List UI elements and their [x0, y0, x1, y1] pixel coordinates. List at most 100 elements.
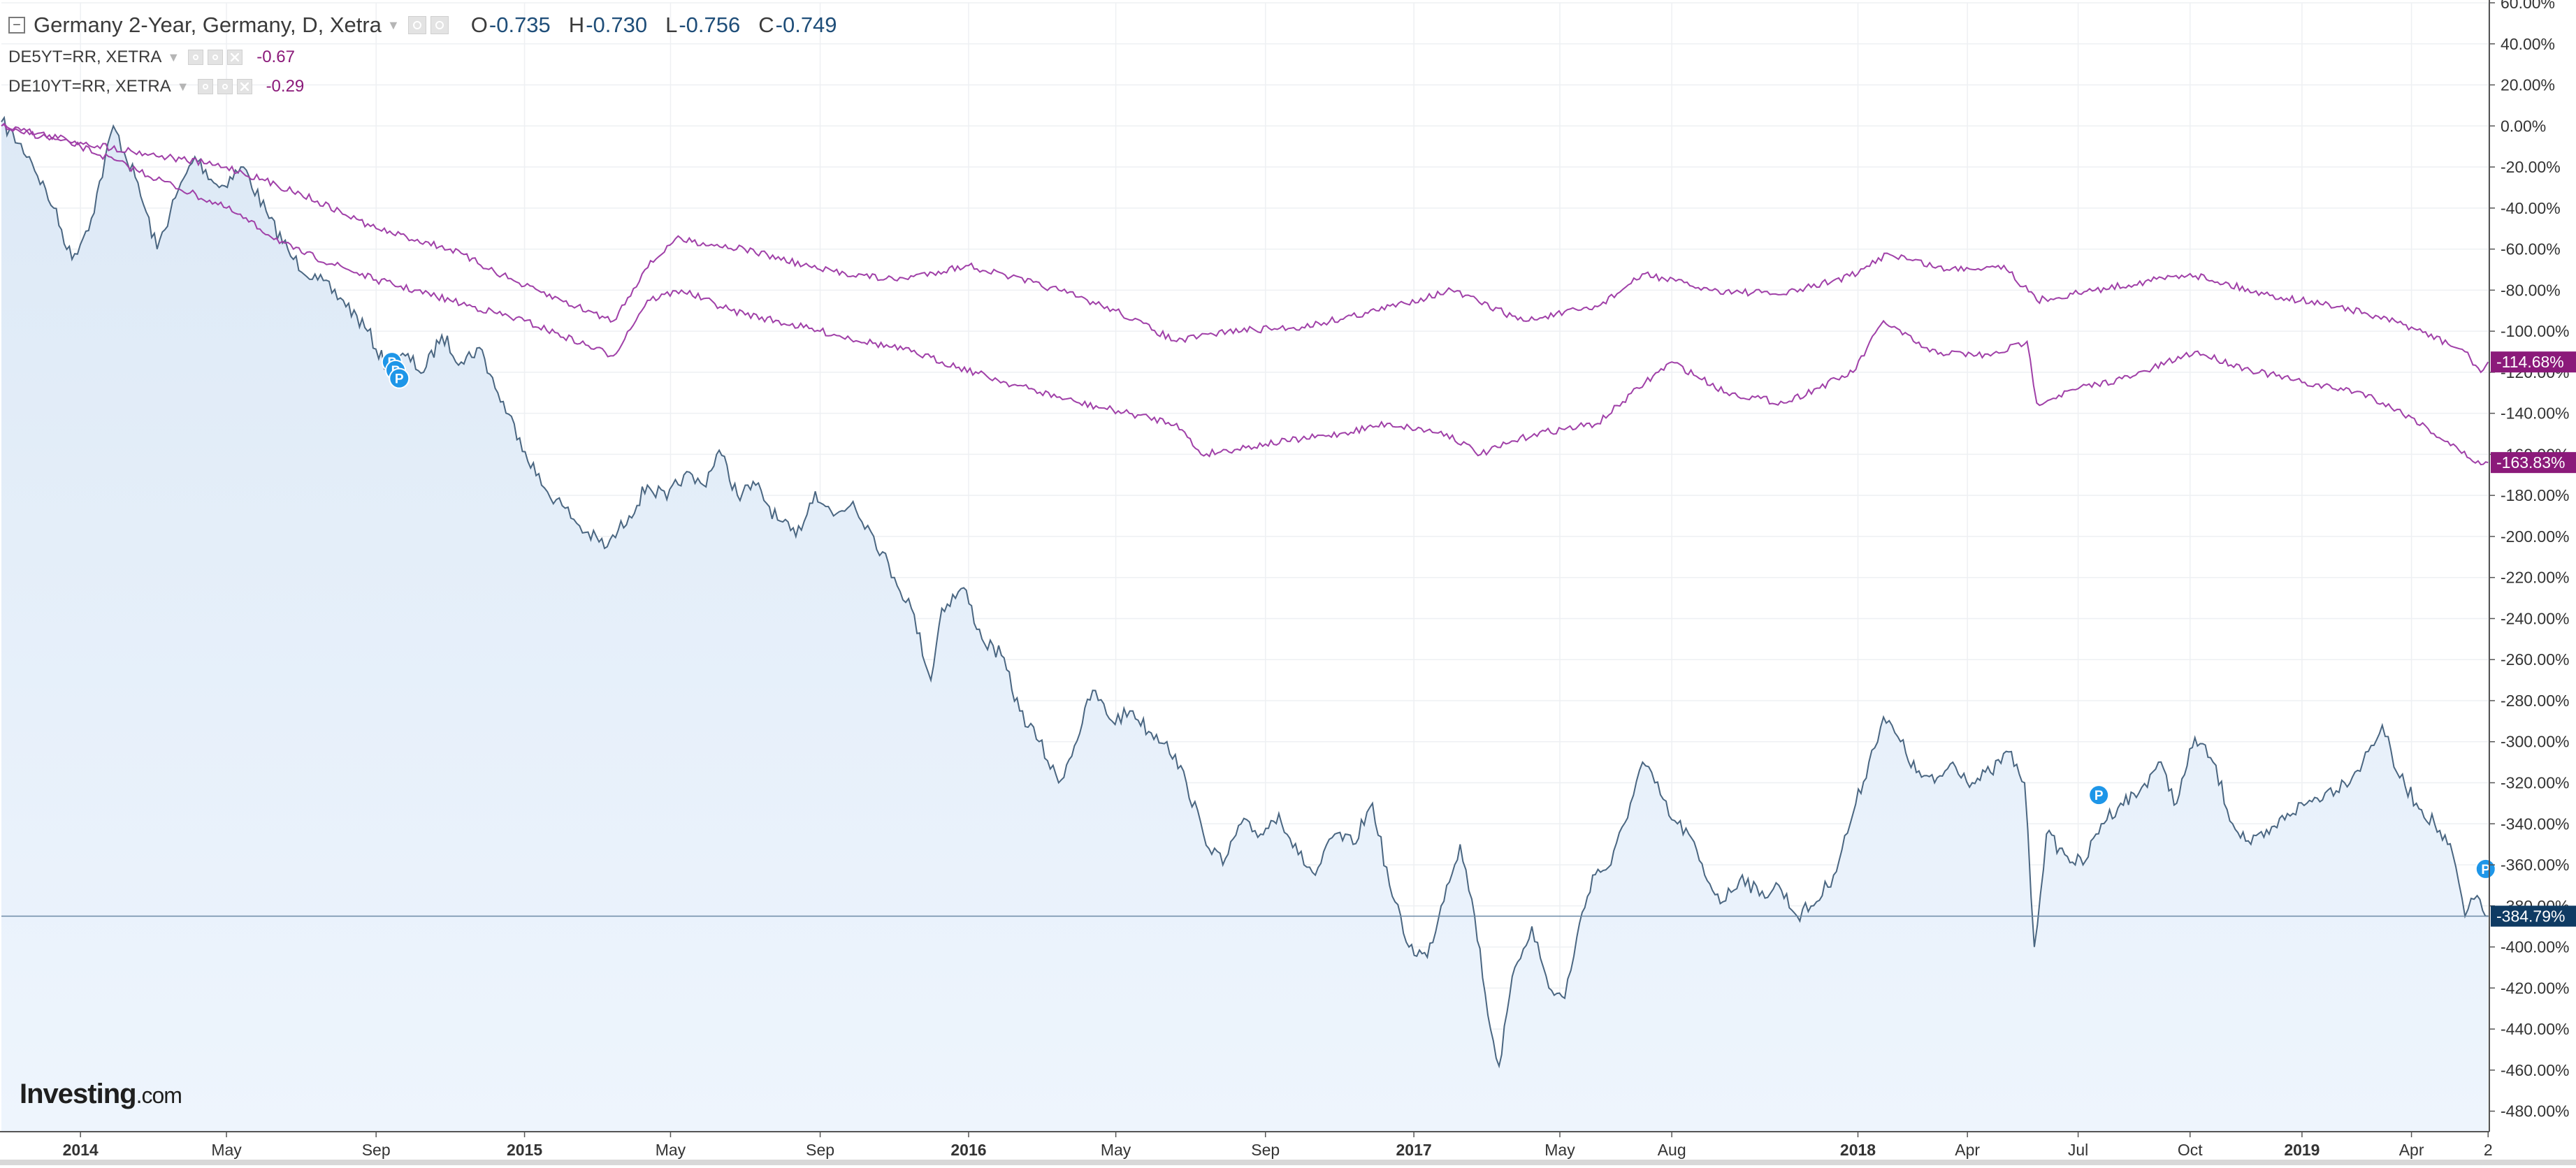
x-tick-label: 2016 — [950, 1141, 986, 1159]
caret-down-icon[interactable]: ▼ — [386, 17, 400, 32]
y-tick-label: -140.00% — [2501, 404, 2569, 423]
ohlc-close-value: -0.749 — [775, 13, 837, 37]
x-tick-label: Apr — [1955, 1141, 1980, 1159]
marker-label: P — [2094, 789, 2104, 803]
ohlc-open-value: -0.735 — [489, 13, 551, 37]
overlay-value: -0.67 — [256, 48, 295, 66]
investing-logo: Investing.com — [20, 1079, 182, 1109]
y-tick-label: -220.00% — [2501, 569, 2569, 587]
overlay-legend-de5y: DE5YT=RR, XETRA ▼ -0.67 — [8, 48, 295, 67]
marker-layer: PPPPP — [381, 351, 2496, 879]
series-area-fill — [1, 117, 2489, 1132]
x-tick-label: Sep — [362, 1141, 391, 1159]
marker-label: P — [395, 372, 404, 387]
badge-label: -114.68% — [2496, 353, 2564, 371]
x-tick-label: Aug — [1658, 1141, 1686, 1159]
badge-label: -163.83% — [2496, 453, 2565, 472]
y-tick-label: -80.00% — [2501, 281, 2561, 299]
x-tick-label: May — [211, 1141, 242, 1159]
y-tick-label: -240.00% — [2501, 609, 2569, 627]
ohlc-high-value: -0.730 — [586, 13, 648, 37]
eye-icon[interactable] — [407, 16, 426, 34]
x-tick-label: May — [1101, 1141, 1131, 1159]
y-tick-label: -40.00% — [2501, 199, 2561, 217]
y-tick-label: -340.00% — [2501, 815, 2569, 833]
event-marker[interactable]: P — [389, 367, 410, 389]
series-line-de5y — [1, 122, 2489, 466]
y-tick-label: 40.00% — [2501, 35, 2555, 53]
x-tick-label: 2015 — [507, 1141, 542, 1159]
y-tick-label: 20.00% — [2501, 76, 2555, 94]
y-tick-label: -480.00% — [2501, 1102, 2569, 1120]
badge-label: -384.79% — [2496, 907, 2565, 925]
x-tick-label: Jul — [2068, 1141, 2088, 1159]
y-tick-label: -360.00% — [2501, 856, 2569, 874]
series-layer — [1, 115, 2489, 1132]
marker-circle — [2088, 784, 2110, 806]
y-tick-label: -420.00% — [2501, 979, 2569, 997]
y-tick-label: -440.00% — [2501, 1020, 2569, 1038]
gear-icon[interactable] — [217, 79, 233, 94]
event-marker[interactable]: P — [2475, 858, 2496, 879]
marker-circle — [2475, 858, 2496, 879]
badge-bg — [2491, 905, 2576, 927]
ohlc-open-label: O — [470, 13, 488, 37]
y-tick-label: -260.00% — [2501, 650, 2569, 669]
y-tick-label: 0.00% — [2501, 117, 2546, 135]
x-tick-label: 2014 — [63, 1141, 99, 1159]
y-tick-label: -200.00% — [2501, 527, 2569, 546]
collapse-legend-button[interactable]: − — [8, 17, 25, 34]
ohlc-low-value: -0.756 — [679, 13, 741, 37]
caret-down-icon[interactable]: ▼ — [176, 79, 189, 94]
marker-circle — [389, 367, 410, 389]
y-tick-label: -180.00% — [2501, 486, 2569, 504]
y-tick-label: -400.00% — [2501, 938, 2569, 956]
y-tick-label: -320.00% — [2501, 774, 2569, 792]
gear-icon[interactable] — [208, 50, 224, 65]
x-tick-label: 2018 — [1840, 1141, 1876, 1159]
y-tick-label: 60.00% — [2501, 0, 2555, 12]
ohlc-close-label: C — [758, 13, 774, 37]
x-tick-label: Sep — [806, 1141, 834, 1159]
event-marker[interactable]: P — [2088, 784, 2110, 806]
eye-icon[interactable] — [188, 50, 204, 65]
close-icon[interactable] — [227, 50, 243, 65]
y-tick-label: -20.00% — [2501, 158, 2561, 176]
close-icon[interactable] — [236, 79, 252, 94]
last-value-badge: -384.79% — [2491, 905, 2576, 927]
eye-icon[interactable] — [197, 79, 213, 94]
y-tick-label: -280.00% — [2501, 692, 2569, 710]
last-value-badge: -114.68% — [2491, 351, 2576, 373]
x-tick-label: Apr — [2399, 1141, 2424, 1159]
main-series-title: Germany 2-Year, Germany, D, Xetra — [34, 13, 382, 37]
overlay-value: -0.29 — [266, 77, 305, 96]
y-tick-label: -300.00% — [2501, 733, 2569, 751]
x-tick-label: 2019 — [2284, 1141, 2320, 1159]
overlay-legend-de10y: DE10YT=RR, XETRA ▼ -0.29 — [8, 77, 304, 96]
x-tick-label: Oct — [2178, 1141, 2203, 1159]
main-legend: − Germany 2-Year, Germany, D, Xetra ▼ O … — [8, 13, 837, 38]
marker-label: P — [2481, 863, 2490, 877]
x-tick-label: 2017 — [1396, 1141, 1432, 1159]
y-tick-label: -100.00% — [2501, 322, 2569, 340]
caret-down-icon[interactable]: ▼ — [167, 50, 180, 64]
x-tick-label: May — [656, 1141, 686, 1159]
last-value-badge: -163.83% — [2491, 452, 2576, 474]
y-tick-label: -460.00% — [2501, 1061, 2569, 1079]
badge-bg — [2491, 452, 2576, 474]
x-tick-label: Sep — [1251, 1141, 1280, 1159]
badge-bg — [2491, 351, 2576, 373]
series-line-de2y — [1, 115, 2489, 1069]
gear-icon[interactable] — [430, 16, 449, 34]
ohlc-high-label: H — [568, 13, 585, 37]
overlay-name: DE10YT=RR, XETRA — [8, 77, 171, 96]
overlay-name: DE5YT=RR, XETRA — [8, 48, 162, 66]
x-tick-label: 2 — [2484, 1141, 2493, 1159]
y-tick-label: -60.00% — [2501, 240, 2561, 258]
ohlc-low-label: L — [665, 13, 678, 37]
x-tick-label: May — [1544, 1141, 1575, 1159]
series-line-de10y — [1, 123, 2489, 374]
